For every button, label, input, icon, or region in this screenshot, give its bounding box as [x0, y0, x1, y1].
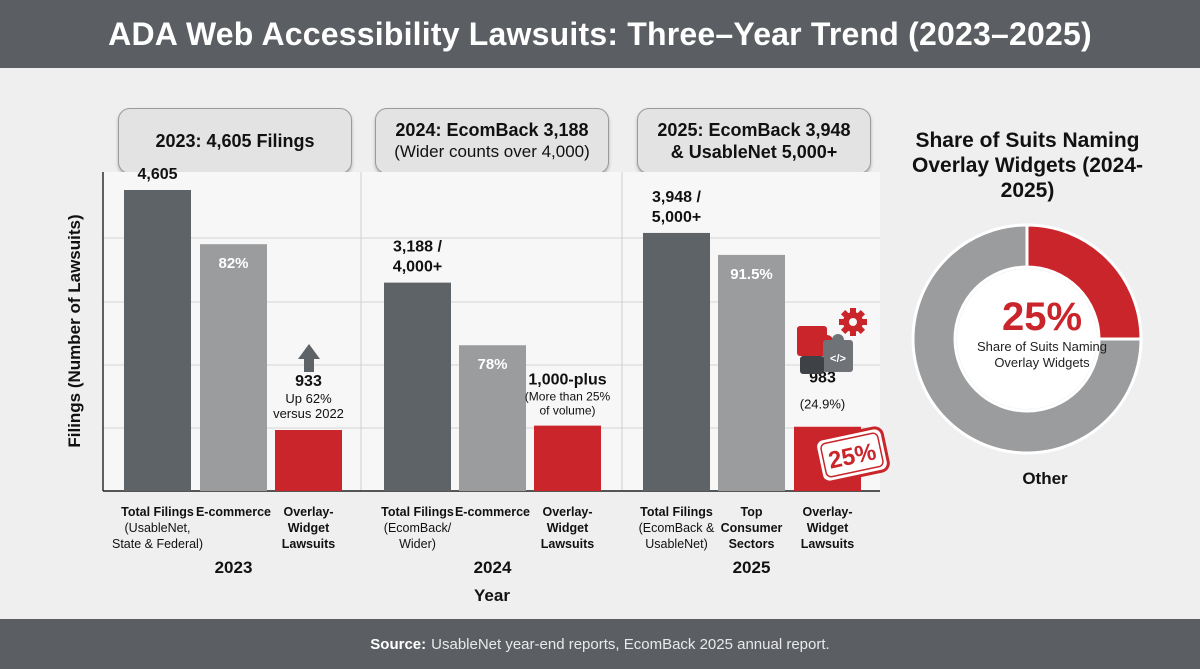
bar-label-2024-total-0: 3,188 / [393, 239, 442, 256]
category-label-2025-total-1: (EcomBack & [639, 521, 715, 535]
bar-2024-overlay [534, 425, 601, 491]
category-label-2023-total-1: (UsableNet, [125, 521, 191, 535]
category-label-2023-total-0: Total Filings [121, 505, 194, 519]
gear-tooth [850, 308, 856, 315]
source-label: Source: [370, 635, 427, 653]
category-label-2025-total-2: UsableNet) [645, 537, 708, 551]
stamp-badge: 25% [814, 426, 890, 484]
category-label-2024-overlay-2: Lawsuits [541, 537, 595, 551]
category-label-2023-total-2: State & Federal) [112, 537, 203, 551]
bar-2025-sector [718, 254, 785, 491]
callout-2023: 2023: 4,605 Filings [118, 108, 352, 174]
callout-2023-line1: 2023: 4,605 Filings [155, 131, 315, 151]
page-title: ADA Web Accessibility Lawsuits: Three–Ye… [0, 0, 1200, 68]
bar-label-2024-overlay-0: 1,000-plus [528, 372, 606, 389]
bar-label-2025-total-1: 5,000+ [652, 209, 701, 226]
donut-hole [957, 269, 1097, 409]
gear-icon [839, 308, 867, 336]
puzzle-piece-red [797, 326, 827, 356]
category-label-2024-total-0: Total Filings [381, 505, 454, 519]
bar-2023-overlay [275, 430, 342, 491]
bar-label-2025-sector: 91.5% [730, 266, 773, 283]
bar-label-2024-sector: 78% [477, 356, 507, 373]
donut-center-label: Share of Suits Naming Overlay Widgets [976, 339, 1108, 370]
category-label-2025-sector-2: Sectors [729, 537, 775, 551]
category-label-2024-total-2: Wider) [399, 537, 436, 551]
bar-label-2023-overlay-2: versus 2022 [273, 406, 344, 421]
bar-2025-total [643, 232, 710, 491]
gear-tooth [850, 329, 856, 336]
callout-2024-line2: (Wider counts over 4,000) [394, 142, 590, 161]
donut-other-label: Other [1022, 469, 1068, 488]
donut-center-value: 25% [1001, 295, 1083, 339]
donut-slice-other [911, 223, 1143, 455]
puzzle-piece-grey [823, 340, 853, 372]
bar-label-2023-overlay-0: 933 [295, 373, 322, 390]
callout-2025-line2: & UsableNet 5,000+ [670, 142, 838, 162]
category-label-2023-overlay-0: Overlay- [283, 505, 333, 519]
bar-label-2024-overlay-1: (More than 25% [525, 390, 611, 404]
bar-label-2023-sector: 82% [218, 255, 248, 272]
source-text: UsableNet year-end reports, EcomBack 202… [431, 635, 830, 653]
bar-2024-sector [459, 345, 526, 491]
donut-center: 25% Share of Suits Naming Overlay Widget… [967, 295, 1117, 371]
category-label-2024-total-1: (EcomBack/ [384, 521, 452, 535]
donut-title: Share of Suits Naming Overlay Widgets (2… [912, 129, 1143, 202]
category-label-2025-total-0: Total Filings [640, 505, 713, 519]
bar-2023-total [124, 190, 191, 491]
category-label-2024-sector-0: E-commerce [455, 505, 530, 519]
bar-2023-sector [200, 244, 267, 491]
y-axis-label: Filings (Number of Lawsuits) [65, 214, 84, 447]
bar-label-2024-overlay-2: of volume) [539, 404, 595, 418]
category-label-2025-sector-1: Consumer [721, 521, 783, 535]
code-glyph: </> [830, 353, 846, 365]
puzzle-piece-dark [800, 356, 824, 374]
puzzle-gear-code-icon: </> [797, 308, 867, 374]
callout-2024-line1: 2024: EcomBack 3,188 [395, 120, 589, 140]
stamp-inner [820, 432, 884, 478]
category-label-2025-sector-0: Top [741, 505, 763, 519]
up-arrow-icon [298, 344, 320, 372]
donut-slice-overlay [1025, 223, 1143, 341]
bar-label-2023-overlay-1: Up 62% [285, 391, 332, 406]
category-label-2024-overlay-0: Overlay- [542, 505, 592, 519]
category-label-2025-overlay-0: Overlay- [802, 505, 852, 519]
callout-2025-line1: 2025: EcomBack 3,948 [657, 120, 851, 140]
source-footer: Source: UsableNet year-end reports, Ecom… [0, 619, 1200, 669]
category-label-2025-overlay-2: Lawsuits [801, 537, 855, 551]
gear-hole [849, 318, 857, 326]
bar-label-2025-overlay-1: (24.9%) [800, 397, 846, 412]
category-label-2023-overlay-2: Lawsuits [282, 537, 336, 551]
x-axis-label: Year [474, 586, 510, 605]
category-label-2023-overlay-1: Widget [288, 521, 330, 535]
year-label-2023: 2023 [215, 558, 253, 577]
category-label-2025-overlay-1: Widget [807, 521, 849, 535]
callout-2025: 2025: EcomBack 3,948 & UsableNet 5,000+ [637, 108, 871, 174]
bar-label-2024-total-1: 4,000+ [393, 259, 442, 276]
category-label-2024-overlay-1: Widget [547, 521, 589, 535]
bar-label-2025-total-0: 3,948 / [652, 189, 701, 206]
year-label-2025: 2025 [733, 558, 771, 577]
category-label-2023-sector-0: E-commerce [196, 505, 271, 519]
year-label-2024: 2024 [474, 558, 512, 577]
bar-2024-total [384, 282, 451, 491]
bar-label-2023-total-0: 4,605 [137, 166, 177, 183]
callout-2024: 2024: EcomBack 3,188 (Wider counts over … [375, 108, 609, 174]
puzzle-tab-grey [832, 334, 844, 346]
